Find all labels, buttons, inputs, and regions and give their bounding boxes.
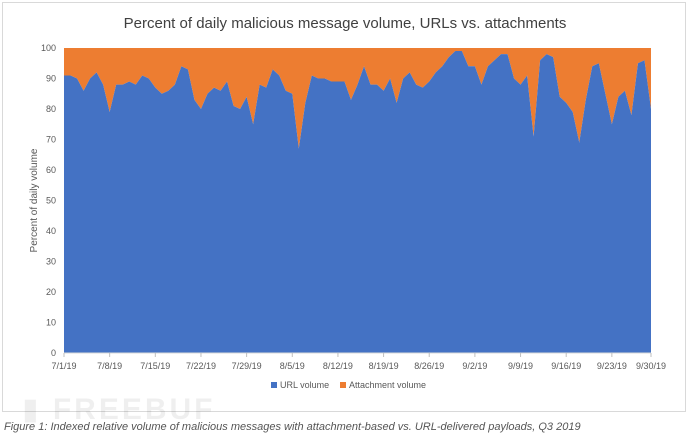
x-tick-label: 9/30/19 — [636, 361, 666, 371]
y-tick-label: 30 — [46, 257, 56, 267]
y-tick-label: 10 — [46, 318, 56, 328]
x-tick-label: 8/12/19 — [323, 361, 353, 371]
legend-swatch — [340, 382, 346, 388]
y-tick-label: 0 — [51, 348, 56, 358]
x-tick-label: 7/8/19 — [97, 361, 122, 371]
y-tick-label: 50 — [46, 196, 56, 206]
y-tick-label: 100 — [41, 43, 56, 53]
x-tick-label: 8/19/19 — [369, 361, 399, 371]
legend-label: URL volume — [280, 380, 329, 390]
y-tick-label: 60 — [46, 165, 56, 175]
chart-title: Percent of daily malicious message volum… — [123, 15, 567, 32]
y-tick-label: 40 — [46, 226, 56, 236]
x-tick-label: 9/9/19 — [508, 361, 533, 371]
url-volume-area — [64, 51, 651, 354]
x-tick-label: 8/5/19 — [280, 361, 305, 371]
chart-plot: 0 10 20 30 40 50 60 70 80 90 100 7/1/19 7/8/19 7/15/1… — [29, 43, 666, 390]
attachment-volume-area — [64, 48, 651, 149]
y-tick-label: 70 — [46, 135, 56, 145]
x-tick-label: 9/23/19 — [597, 361, 627, 371]
y-tick-label: 80 — [46, 104, 56, 114]
figure-caption: Figure 1: Indexed relative volume of mal… — [4, 421, 581, 433]
legend-label: Attachment volume — [349, 380, 426, 390]
y-axis-label: Percent of daily volume — [29, 148, 40, 252]
watermark-logo: ▮ FREEBUF — [22, 393, 216, 426]
x-tick-label: 9/16/19 — [551, 361, 581, 371]
x-tick-label: 9/2/19 — [462, 361, 487, 371]
legend-swatch — [271, 382, 277, 388]
x-tick-label: 8/26/19 — [414, 361, 444, 371]
x-tick-label: 7/1/19 — [51, 361, 76, 371]
x-tick-label: 7/22/19 — [186, 361, 216, 371]
y-tick-label: 20 — [46, 287, 56, 297]
x-tick-label: 7/29/19 — [232, 361, 262, 371]
y-tick-label: 90 — [46, 74, 56, 84]
chart-frame: Percent of daily malicious message volum… — [2, 2, 686, 412]
x-tick-label: 7/15/19 — [140, 361, 170, 371]
